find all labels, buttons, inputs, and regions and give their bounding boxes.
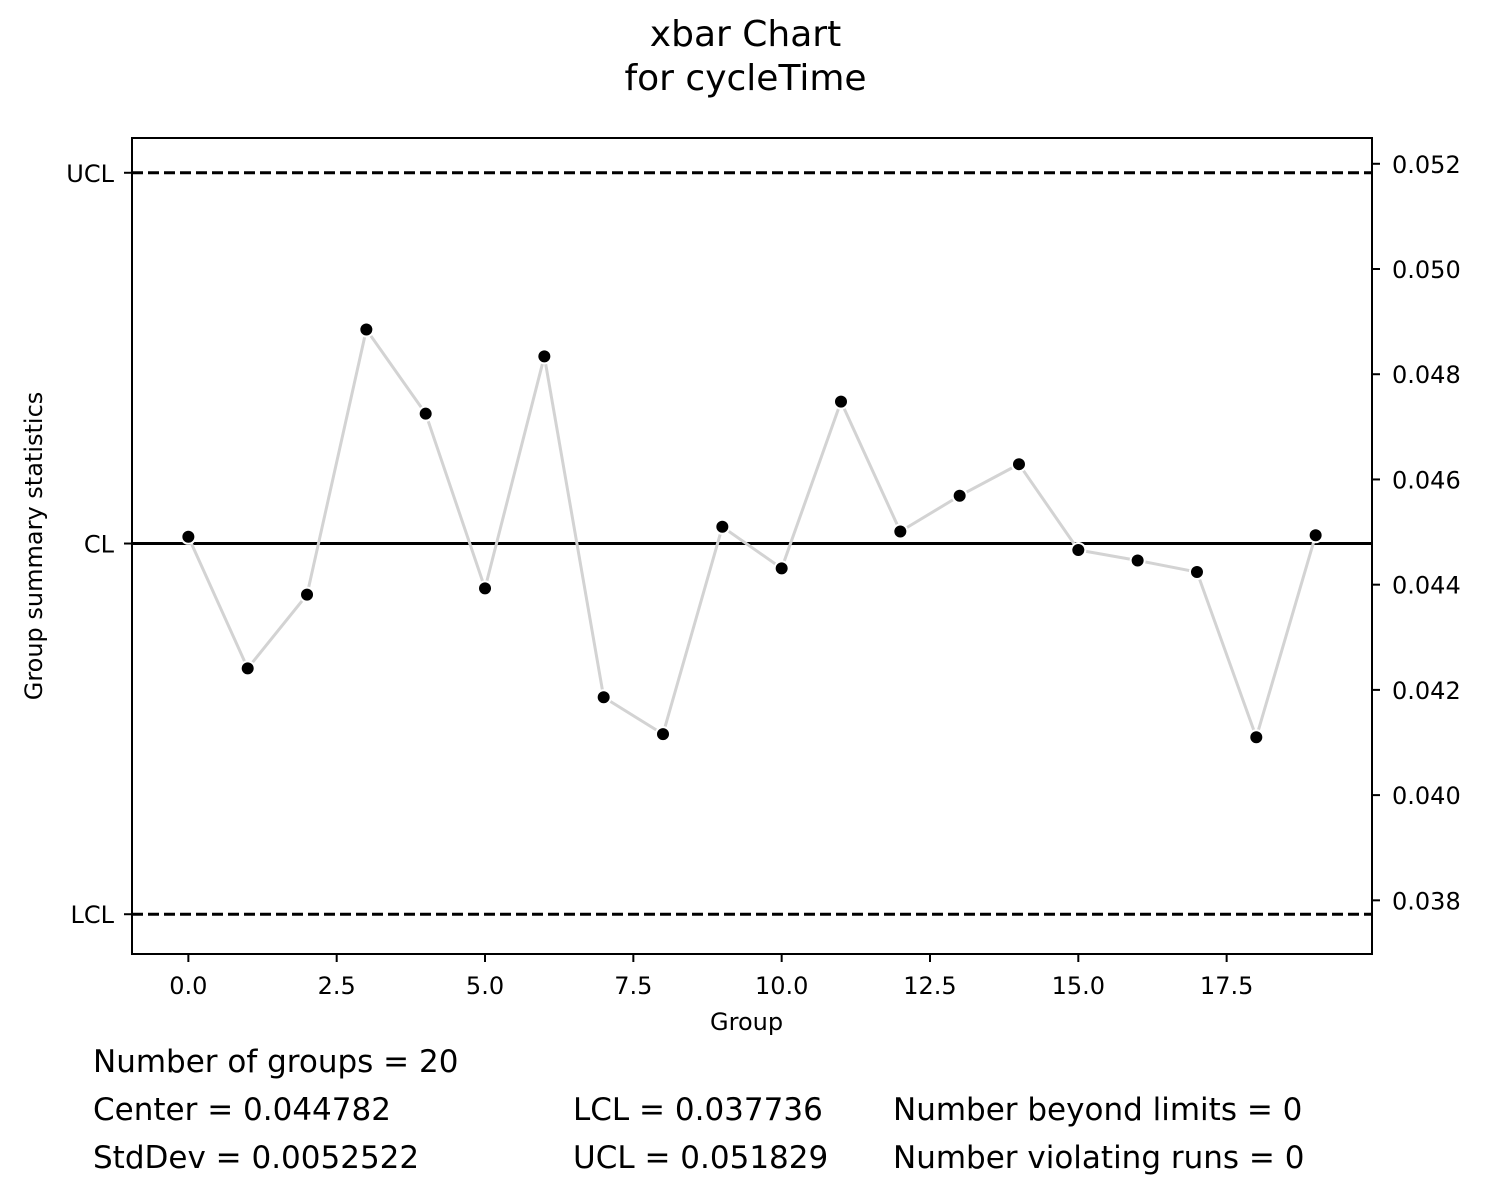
x-tick-label: 5.0 — [466, 972, 504, 1000]
x-tick-label: 0.0 — [169, 972, 207, 1000]
x-tick-label: 10.0 — [755, 972, 808, 1000]
data-point-18 — [1248, 729, 1265, 746]
right-y-tick-label: 0.038 — [1392, 887, 1461, 915]
stat-violating-runs: Number violating runs = 0 — [893, 1140, 1305, 1176]
x-axis-label: Group — [710, 1008, 784, 1036]
stat-center: Center = 0.044782 — [93, 1092, 391, 1128]
right-y-tick-label: 0.052 — [1392, 151, 1461, 179]
series-line — [186, 325, 1318, 743]
chart-title-line-2: for cycleTime — [624, 58, 867, 99]
right-y-tick-label: 0.048 — [1392, 361, 1461, 389]
right-y-tick-label: 0.044 — [1392, 572, 1461, 600]
data-point-15 — [1070, 541, 1087, 558]
data-point-11 — [832, 393, 849, 410]
data-point-10 — [773, 560, 790, 577]
y-axis-label: Group summary statistics — [20, 391, 48, 701]
x-tick-label: 17.5 — [1200, 972, 1253, 1000]
right-y-tick-label: 0.040 — [1392, 782, 1461, 810]
data-point-19 — [1307, 527, 1324, 544]
data-point-1 — [239, 660, 256, 677]
data-point-2 — [299, 586, 316, 603]
stat-stddev: StdDev = 0.0052522 — [93, 1140, 420, 1176]
left-y-tick-label: UCL — [66, 160, 114, 188]
stat-beyond-limits: Number beyond limits = 0 — [893, 1092, 1303, 1128]
data-point-3 — [358, 321, 375, 338]
data-point-13 — [951, 487, 968, 504]
data-point-8 — [655, 726, 672, 743]
left-y-tick-label: CL — [84, 531, 115, 559]
left-y-tick-label: LCL — [71, 901, 115, 929]
data-point-14 — [1010, 456, 1027, 473]
data-point-6 — [536, 348, 553, 365]
right-y-tick-label: 0.042 — [1392, 677, 1461, 705]
data-point-4 — [417, 405, 434, 422]
stat-lcl: LCL = 0.037736 — [573, 1092, 823, 1128]
data-point-12 — [892, 523, 909, 540]
stat-number-of-groups: Number of groups = 20 — [93, 1044, 459, 1080]
data-point-17 — [1188, 564, 1205, 581]
data-point-0 — [180, 528, 197, 545]
x-tick-label: 2.5 — [318, 972, 356, 1000]
x-tick-label: 12.5 — [903, 972, 956, 1000]
x-tick-label: 15.0 — [1052, 972, 1105, 1000]
right-y-tick-label: 0.050 — [1392, 256, 1461, 284]
chart-title-line-1: xbar Chart — [649, 14, 842, 55]
plot-frame — [131, 137, 1373, 955]
x-tick-label: 7.5 — [614, 972, 652, 1000]
right-y-tick-label: 0.046 — [1392, 466, 1461, 494]
stat-ucl: UCL = 0.051829 — [573, 1140, 829, 1176]
data-point-7 — [595, 689, 612, 706]
data-point-5 — [477, 580, 494, 597]
data-point-16 — [1129, 552, 1146, 569]
data-point-9 — [714, 518, 731, 535]
